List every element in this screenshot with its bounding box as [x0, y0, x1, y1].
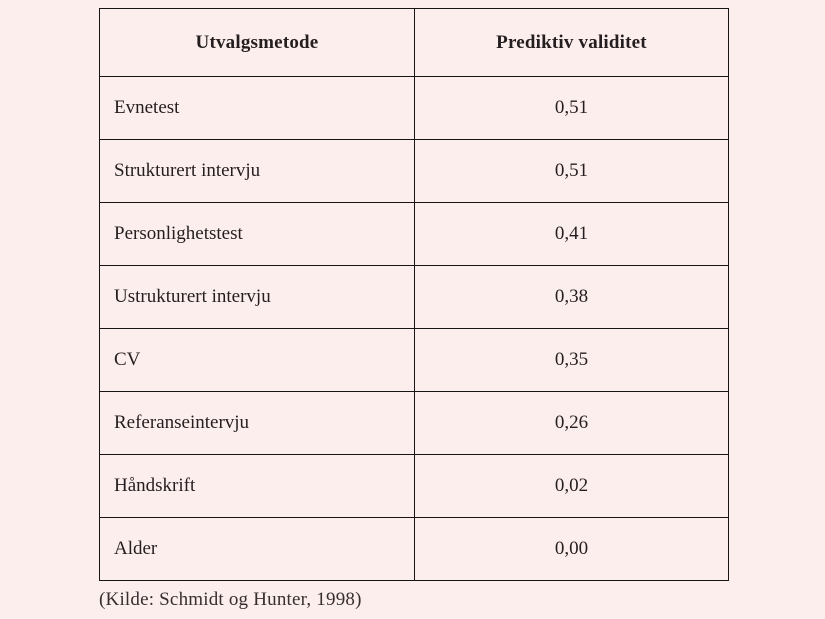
table-row: Evnetest 0,51: [99, 76, 729, 140]
validity-cell: 0,41: [414, 202, 729, 266]
source-citation: (Kilde: Schmidt og Hunter, 1998): [99, 589, 362, 610]
validity-cell: 0,02: [414, 454, 729, 518]
validity-cell: 0,00: [414, 517, 729, 581]
method-cell: CV: [99, 328, 415, 392]
validity-cell: 0,26: [414, 391, 729, 455]
method-cell: Ustrukturert intervju: [99, 265, 415, 329]
table-row: Personlighetstest 0,41: [99, 202, 729, 266]
method-cell: Håndskrift: [99, 454, 415, 518]
table-row: Alder 0,00: [99, 517, 729, 581]
validity-cell: 0,38: [414, 265, 729, 329]
method-cell: Strukturert intervju: [99, 139, 415, 203]
validity-table-container: Utvalgsmetode Prediktiv validitet Evnete…: [99, 8, 729, 581]
method-cell: Personlighetstest: [99, 202, 415, 266]
method-cell: Referanseintervju: [99, 391, 415, 455]
column-header-method: Utvalgsmetode: [99, 8, 415, 77]
validity-cell: 0,51: [414, 76, 729, 140]
validity-cell: 0,35: [414, 328, 729, 392]
method-cell: Evnetest: [99, 76, 415, 140]
table-header-row: Utvalgsmetode Prediktiv validitet: [99, 8, 729, 77]
table-row: Referanseintervju 0,26: [99, 391, 729, 455]
table-row: Ustrukturert intervju 0,38: [99, 265, 729, 329]
table-row: Håndskrift 0,02: [99, 454, 729, 518]
validity-cell: 0,51: [414, 139, 729, 203]
table-row: CV 0,35: [99, 328, 729, 392]
table-row: Strukturert intervju 0,51: [99, 139, 729, 203]
predictive-validity-table: Utvalgsmetode Prediktiv validitet Evnete…: [99, 8, 729, 581]
method-cell: Alder: [99, 517, 415, 581]
column-header-validity: Prediktiv validitet: [414, 8, 729, 77]
